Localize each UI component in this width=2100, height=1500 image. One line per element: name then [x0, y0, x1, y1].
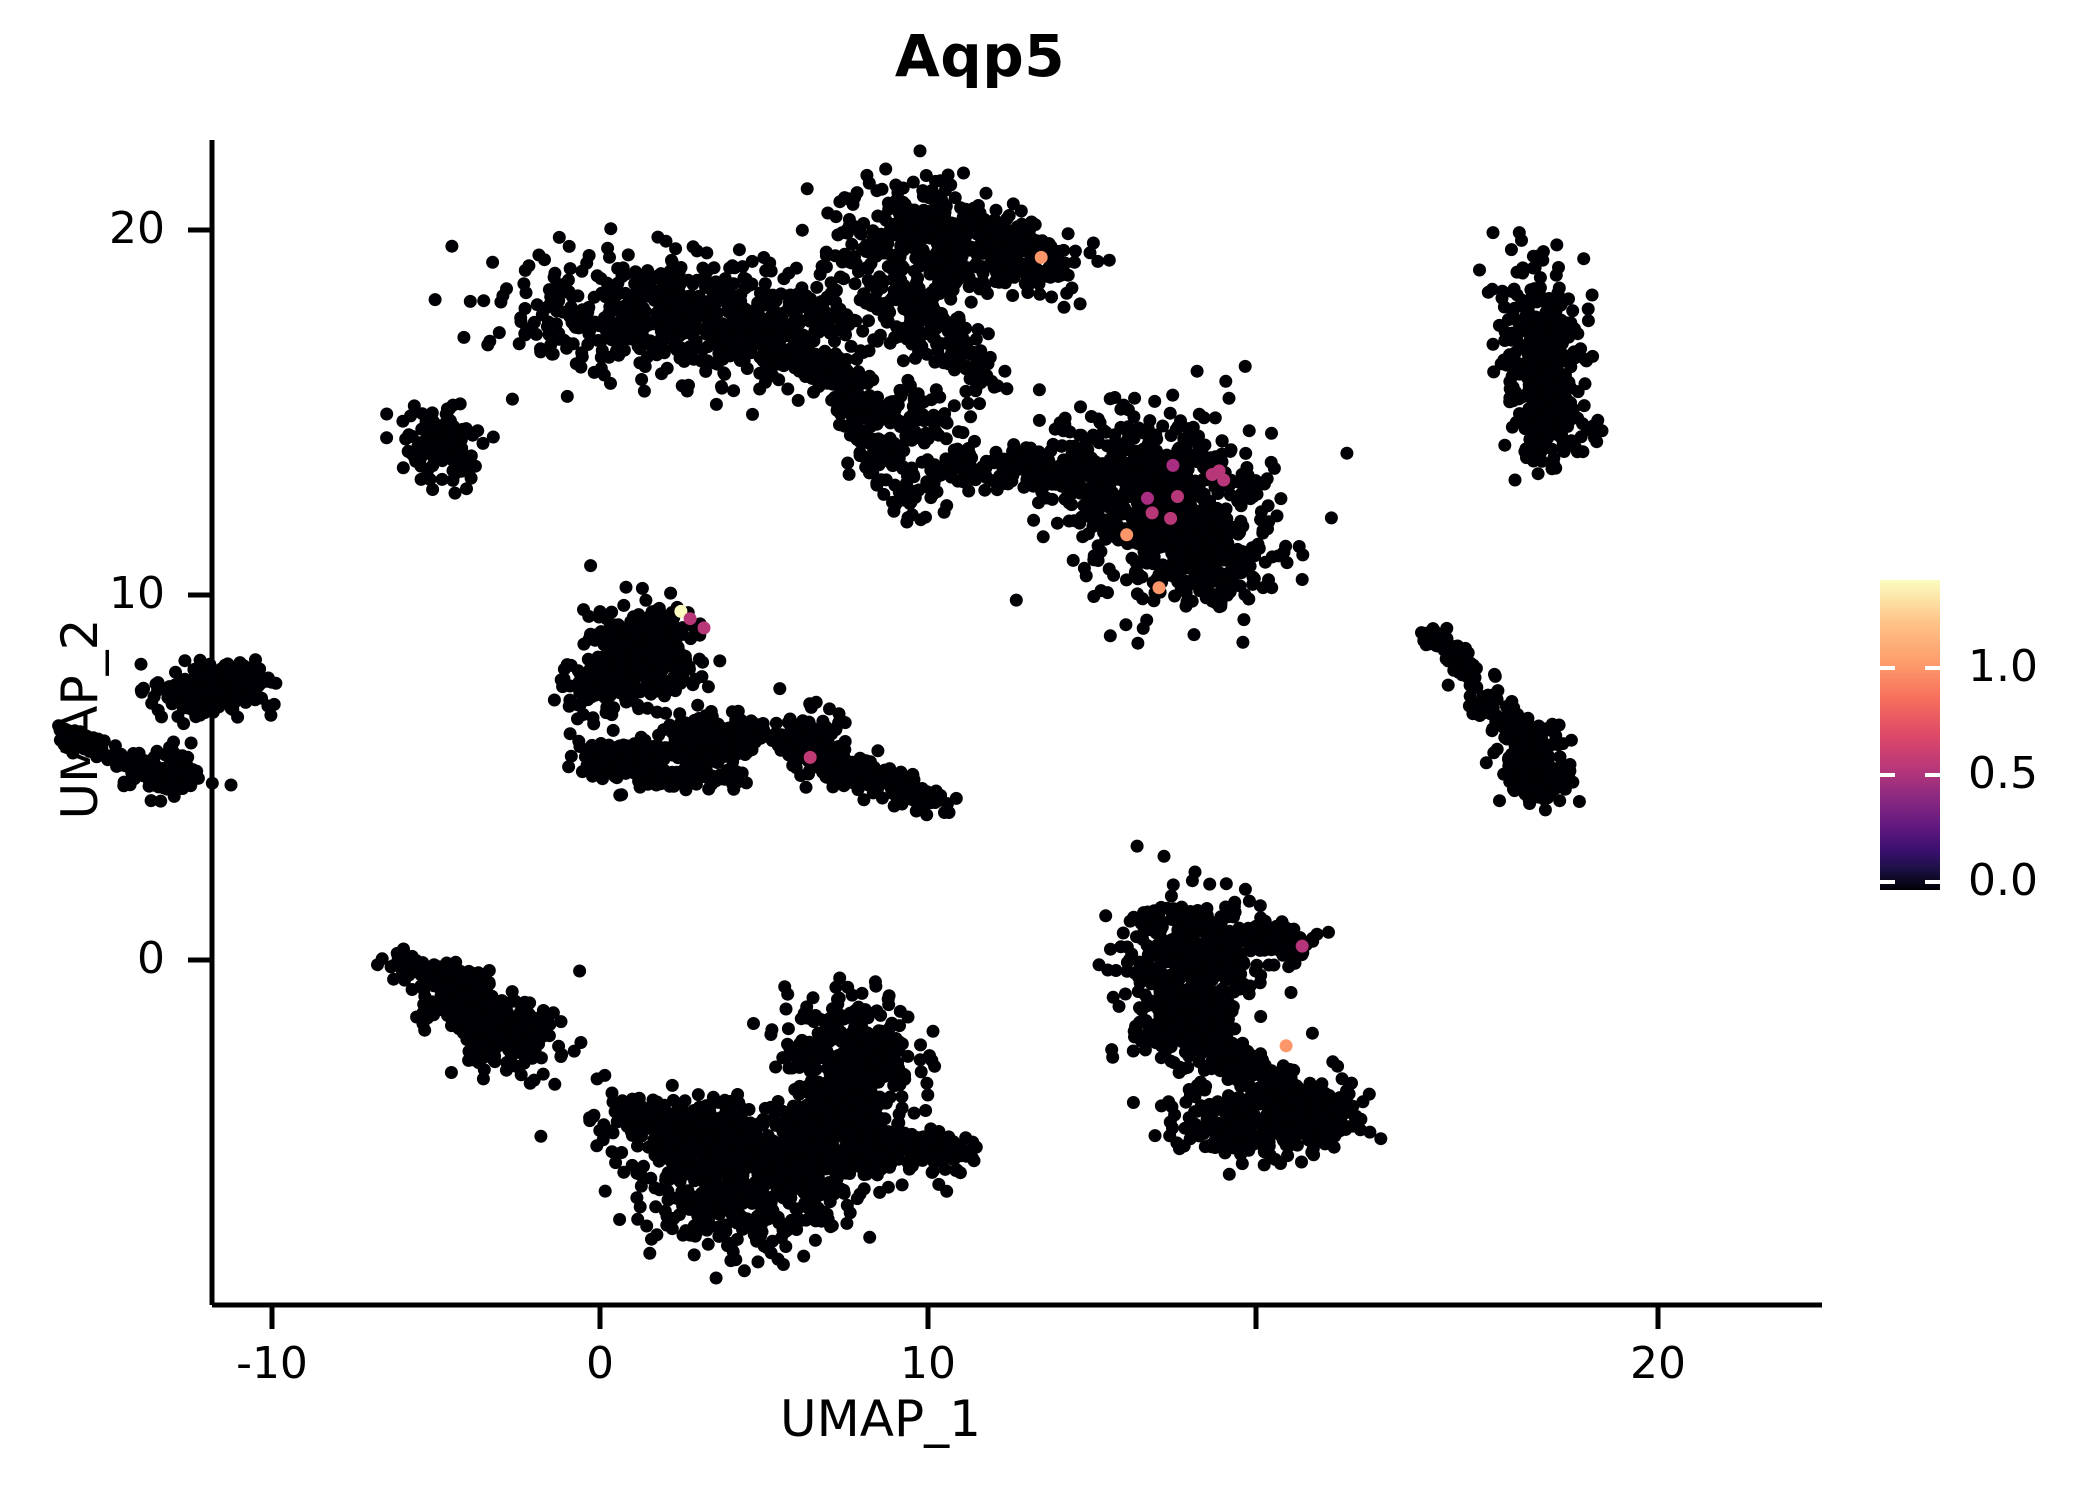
scatter-point-highlighted [683, 612, 697, 626]
colorbar-tick-1-left [1880, 666, 1895, 670]
x-axis-label: UMAP_1 [780, 1390, 981, 1448]
colorbar-tick-0-right [1925, 880, 1940, 884]
scatter-highlighted-points-group [674, 250, 1309, 1053]
scatter-points-group [52, 144, 1609, 1285]
x-tick-label-0: 0 [586, 1338, 614, 1389]
axes-spines [188, 140, 1822, 1329]
x-tick-label-minus10: -10 [236, 1338, 308, 1389]
scatter-point-highlighted [1295, 939, 1309, 953]
page-title: Aqp5 [894, 22, 1066, 90]
colorbar-tick-label-05: 0.5 [1968, 748, 2038, 799]
scatter-point-highlighted [697, 621, 711, 635]
x-tick-label-20: 20 [1630, 1338, 1686, 1389]
y-tick-label-10: 10 [109, 568, 165, 619]
colorbar-tick-05-left [1880, 773, 1895, 777]
colorbar-tick-label-0: 0.0 [1968, 855, 2038, 906]
scatter-point-highlighted [1141, 491, 1154, 505]
colorbar-gradient [1880, 580, 1940, 890]
scatter-point-highlighted [1217, 473, 1231, 487]
scatter-point-highlighted [1145, 506, 1159, 520]
scatter-point-highlighted [674, 604, 688, 618]
colorbar-tick-1-right [1925, 666, 1940, 670]
scatter-point-highlighted [1152, 581, 1166, 595]
scatter-point-highlighted [1279, 1039, 1293, 1053]
y-tick-label-0: 0 [137, 933, 165, 984]
y-tick-label-20: 20 [109, 203, 165, 254]
scatter-point-highlighted [1171, 490, 1184, 503]
colorbar-tick-05-right [1925, 773, 1940, 777]
x-tick-label-10: 10 [900, 1338, 956, 1389]
scatter-point-highlighted [1120, 528, 1134, 542]
colorbar [1880, 580, 1940, 890]
scatter-point-highlighted [803, 750, 817, 764]
scatter-point-highlighted [1166, 458, 1180, 472]
colorbar-tick-label-1: 1.0 [1968, 641, 2038, 692]
colorbar-tick-0-left [1880, 880, 1895, 884]
scatter-point-highlighted [1034, 250, 1048, 264]
scatter-point-highlighted [1164, 511, 1178, 525]
